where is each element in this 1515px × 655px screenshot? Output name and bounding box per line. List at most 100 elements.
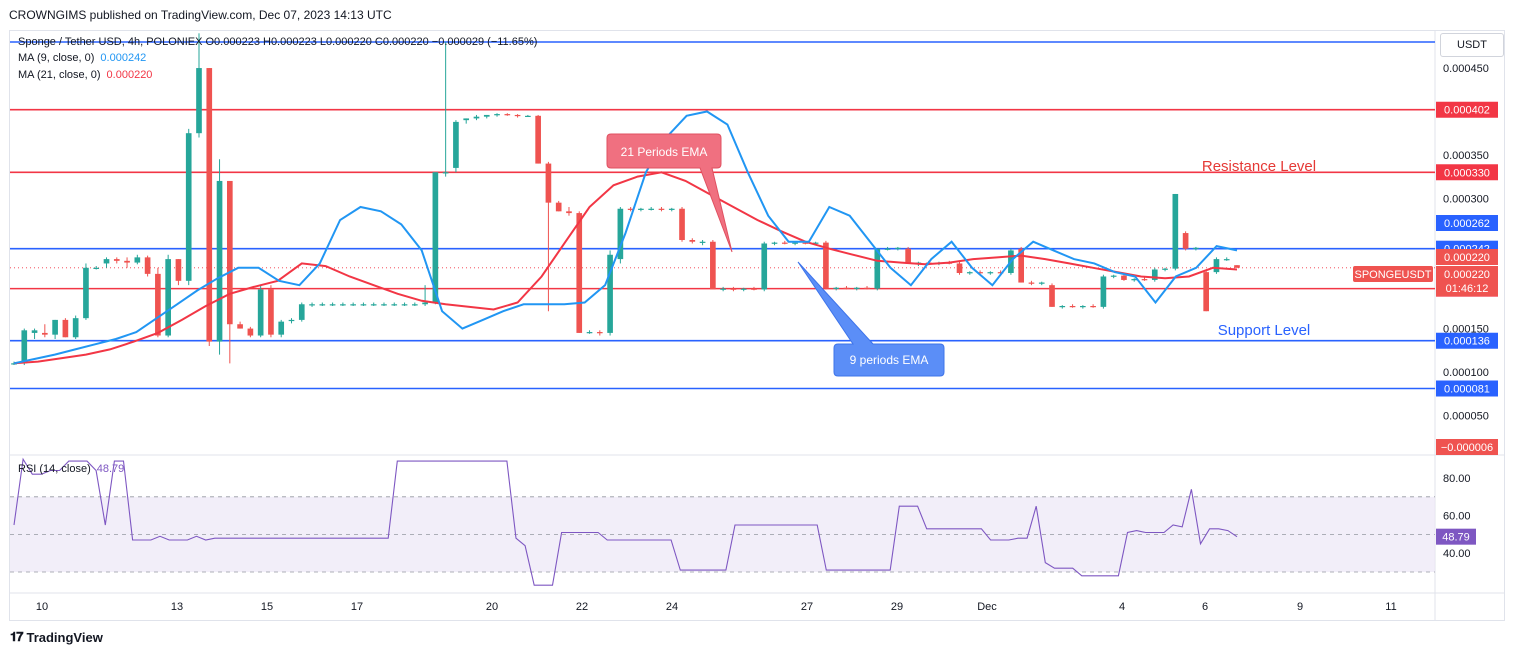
rsi-tag-text: 48.79 <box>1442 532 1470 544</box>
candle-body <box>52 319 58 335</box>
symbol-tag-text: SPONGEUSDT <box>1354 269 1431 281</box>
price-tick-label: 0.000050 <box>1443 410 1489 422</box>
price-tick-label: 0.000350 <box>1443 150 1489 162</box>
footer-brand-text: TradingView <box>26 629 103 645</box>
candle-body <box>196 68 202 134</box>
candle-body <box>370 304 377 306</box>
candle-body <box>771 242 778 244</box>
ema9-callout: 9 periods EMA <box>797 261 945 377</box>
candle-body <box>545 163 552 203</box>
candle-body <box>268 289 274 335</box>
candle-body <box>514 114 521 117</box>
candle-body <box>155 273 161 336</box>
candle-body <box>381 304 387 306</box>
candle-body <box>350 304 356 306</box>
candle-body <box>1028 282 1035 284</box>
candle-body <box>113 259 120 261</box>
candle-body <box>422 302 428 305</box>
rsi-tick-label: 40.00 <box>1443 548 1471 560</box>
candle-body <box>792 242 798 244</box>
price-tag-text: −0.000006 <box>1441 442 1493 454</box>
rsi-label: RSI (14, close) <box>18 463 91 475</box>
candle-body <box>175 259 182 281</box>
price-tag-bg <box>1436 266 1498 282</box>
candle-body <box>1151 269 1158 280</box>
currency-selector[interactable]: USDT <box>1440 33 1504 57</box>
candle-body <box>812 242 819 244</box>
candle-body <box>1182 233 1189 249</box>
level-tag-bg <box>1436 380 1498 397</box>
time-tick-label: 17 <box>351 601 363 613</box>
candle-body <box>288 319 295 322</box>
candle-body <box>833 287 840 289</box>
candle-body <box>463 118 470 121</box>
level-tag-text: 0.000402 <box>1444 105 1490 117</box>
publish-header: CROWNGIMS published on TradingView.com, … <box>9 8 392 22</box>
ma9-value: 0.000242 <box>100 52 147 64</box>
candle-body <box>535 115 541 164</box>
time-tick-label: 11 <box>1385 601 1396 613</box>
candle-body <box>679 208 685 240</box>
footer-brand[interactable]: 𝟏𝟕 TradingView <box>10 629 103 645</box>
candle-body <box>1234 265 1240 268</box>
candle-body <box>411 304 418 306</box>
candle-body <box>730 288 737 290</box>
candle-body <box>638 208 644 210</box>
price-tag-bg <box>1436 215 1498 231</box>
candle-body <box>360 304 367 306</box>
candle-body <box>1131 279 1138 281</box>
level-tag-bg <box>1436 332 1498 349</box>
candle-body <box>1193 247 1199 250</box>
level-price-tag: 0.000081 <box>1436 380 1498 397</box>
candle-body <box>740 288 747 290</box>
time-tick-label: 13 <box>171 601 183 613</box>
price-tag-text: 01:46:12 <box>1446 283 1489 295</box>
candle-body <box>710 241 716 290</box>
candle-body <box>566 211 572 214</box>
candle-body <box>11 363 17 365</box>
price-tag-text: 0.000220 <box>1444 269 1490 281</box>
candle-body <box>1080 306 1086 308</box>
level-price-tag: 0.000330 <box>1436 164 1498 181</box>
legend-ma21[interactable]: MA (21, close, 0) 0.000220 <box>18 69 152 81</box>
ema21-callout: 21 Periods EMA <box>606 133 733 253</box>
price-tag: −0.000006 <box>1436 439 1498 455</box>
candle-body <box>237 324 243 329</box>
price-tag-text: 0.000220 <box>1444 252 1490 264</box>
candle-body <box>607 254 613 333</box>
time-tick-label: Dec <box>977 601 997 613</box>
legend-ma9[interactable]: MA (9, close, 0) 0.000242 <box>18 52 146 64</box>
candle-body <box>1121 275 1127 280</box>
symbol-tag: SPONGEUSDT <box>1353 266 1433 282</box>
candle-body <box>1172 193 1179 269</box>
candle-body <box>576 213 583 333</box>
chart-frame <box>9 30 1505 621</box>
candle-body <box>1059 306 1066 308</box>
candle-body <box>884 248 891 250</box>
time-tick-label: 24 <box>666 601 678 613</box>
candle-body <box>843 287 850 289</box>
level-tag-bg <box>1436 101 1498 118</box>
candle-body <box>874 248 881 289</box>
price-tag-bg <box>1436 280 1498 296</box>
candle-body <box>802 242 809 244</box>
level-tag-text: 0.000136 <box>1444 336 1490 348</box>
support-level-label: Support Level <box>1218 322 1311 339</box>
candle-body <box>442 172 449 174</box>
candle-body <box>494 114 500 116</box>
candle-body <box>1213 259 1220 273</box>
candle-body <box>864 287 870 289</box>
price-tick-label: 0.000450 <box>1443 63 1489 75</box>
candle-body <box>1100 276 1107 307</box>
legend-rsi[interactable]: RSI (14, close) 48.79 <box>18 463 124 475</box>
candle-body <box>977 272 983 274</box>
level-price-tag: 0.000402 <box>1436 101 1498 118</box>
candle-body <box>453 121 459 168</box>
candle-body <box>1203 272 1209 312</box>
time-tick-label: 22 <box>576 601 588 613</box>
candle-body <box>62 319 69 338</box>
candle-body <box>596 332 603 334</box>
candle-body <box>21 330 28 364</box>
price-tag-text: 0.000262 <box>1444 218 1490 230</box>
